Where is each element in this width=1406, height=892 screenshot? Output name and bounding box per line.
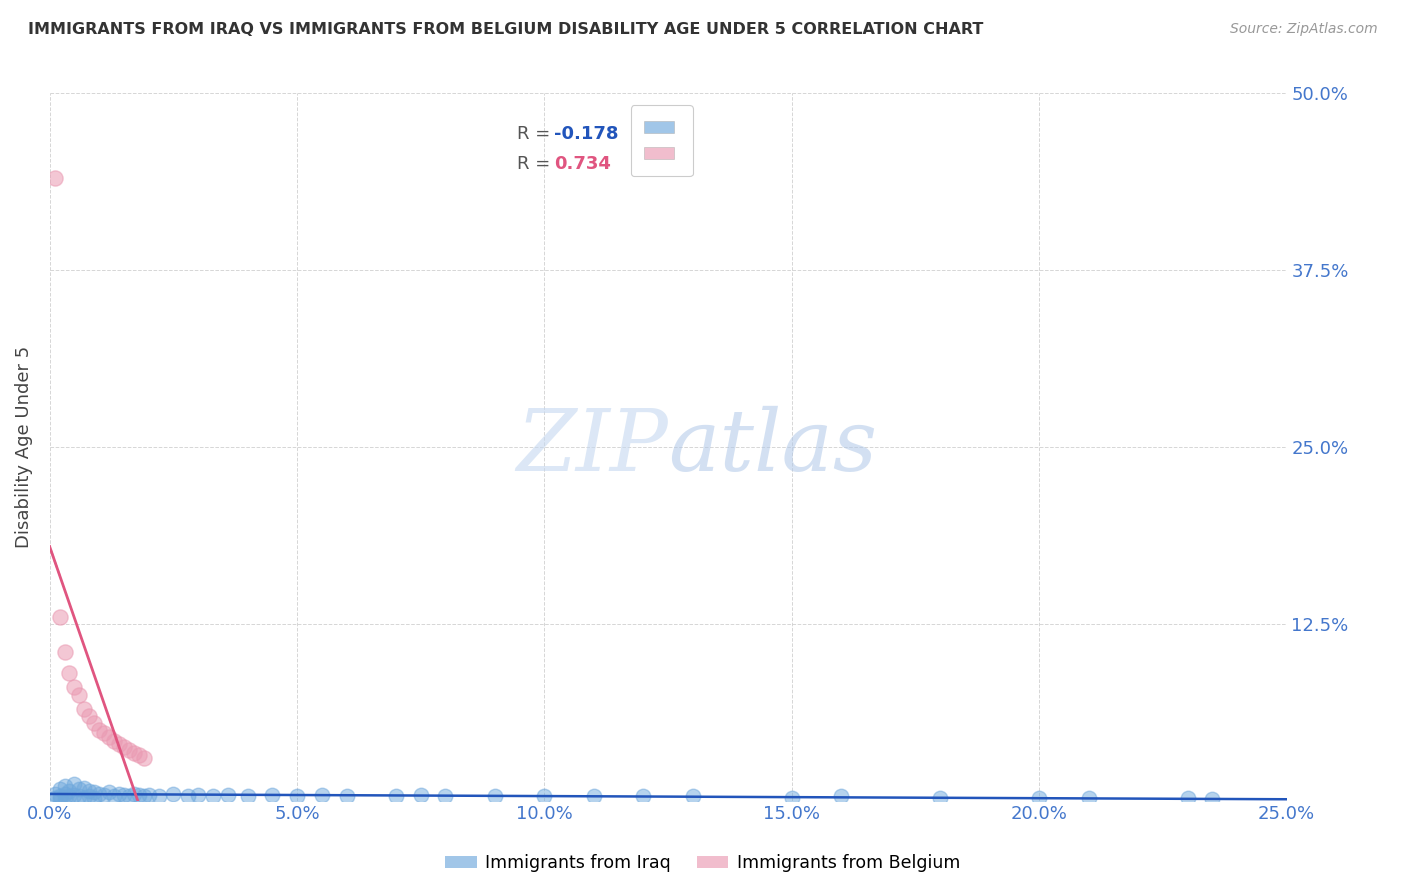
Point	[201, 789, 224, 804]
Point	[138, 788, 160, 802]
Point	[44, 790, 66, 805]
Text: Source: ZipAtlas.com: Source: ZipAtlas.com	[1230, 22, 1378, 37]
Point	[929, 790, 952, 805]
Point	[67, 789, 90, 804]
Point	[533, 789, 555, 804]
Point	[98, 730, 121, 744]
Text: N =: N =	[634, 126, 673, 144]
Point	[48, 789, 70, 804]
Text: 0.734: 0.734	[554, 155, 612, 173]
Point	[132, 789, 155, 804]
Point	[262, 788, 284, 802]
Legend: Immigrants from Iraq, Immigrants from Belgium: Immigrants from Iraq, Immigrants from Be…	[439, 847, 967, 879]
Legend: , : ,	[631, 105, 693, 177]
Text: N =: N =	[634, 155, 673, 173]
Point	[89, 723, 111, 737]
Point	[122, 787, 145, 801]
Point	[122, 746, 145, 760]
Point	[93, 725, 115, 739]
Point	[128, 788, 150, 802]
Text: atlas: atlas	[668, 406, 877, 488]
Point	[93, 788, 115, 802]
Point	[44, 787, 66, 801]
Point	[77, 783, 100, 797]
Point	[48, 609, 70, 624]
Point	[582, 789, 605, 804]
Point	[1028, 790, 1050, 805]
Point	[48, 782, 70, 797]
Point	[780, 790, 803, 805]
Point	[108, 737, 131, 751]
Point	[112, 739, 135, 754]
Point	[103, 734, 125, 748]
Point	[63, 788, 86, 802]
Point	[1177, 790, 1199, 805]
Point	[236, 789, 259, 804]
Point	[89, 787, 111, 801]
Point	[58, 783, 80, 797]
Point	[1201, 792, 1223, 806]
Point	[77, 708, 100, 723]
Point	[682, 789, 704, 804]
Point	[409, 788, 432, 802]
Text: 19: 19	[668, 155, 693, 173]
Point	[484, 789, 506, 804]
Text: IMMIGRANTS FROM IRAQ VS IMMIGRANTS FROM BELGIUM DISABILITY AGE UNDER 5 CORRELATI: IMMIGRANTS FROM IRAQ VS IMMIGRANTS FROM …	[28, 22, 983, 37]
Point	[73, 780, 96, 795]
Point	[830, 789, 852, 804]
Point	[53, 645, 76, 659]
Point	[58, 666, 80, 681]
Text: R =: R =	[517, 155, 557, 173]
Point	[48, 792, 70, 806]
Point	[335, 789, 357, 804]
Point	[98, 785, 121, 799]
Point	[83, 715, 105, 730]
Point	[53, 790, 76, 805]
Text: -0.178: -0.178	[554, 126, 619, 144]
Point	[77, 789, 100, 804]
Point	[63, 777, 86, 791]
Point	[44, 171, 66, 186]
Point	[118, 789, 141, 804]
Point	[58, 789, 80, 804]
Point	[132, 751, 155, 765]
Point	[53, 787, 76, 801]
Point	[108, 787, 131, 801]
Point	[1077, 790, 1099, 805]
Y-axis label: Disability Age Under 5: Disability Age Under 5	[15, 346, 32, 548]
Point	[217, 788, 239, 802]
Point	[128, 748, 150, 763]
Text: ZIP: ZIP	[516, 406, 668, 488]
Point	[187, 788, 209, 802]
Point	[73, 790, 96, 805]
Point	[67, 688, 90, 702]
Point	[83, 790, 105, 805]
Point	[177, 789, 200, 804]
Point	[103, 789, 125, 804]
Point	[83, 785, 105, 799]
Text: R =: R =	[517, 126, 557, 144]
Point	[633, 789, 655, 804]
Point	[67, 782, 90, 797]
Text: 57: 57	[668, 126, 693, 144]
Point	[162, 787, 184, 801]
Point	[73, 701, 96, 715]
Point	[112, 788, 135, 802]
Point	[118, 742, 141, 756]
Point	[53, 780, 76, 794]
Point	[148, 789, 170, 804]
Point	[385, 789, 408, 804]
Point	[311, 788, 333, 802]
Point	[63, 681, 86, 695]
Point	[434, 789, 457, 804]
Point	[285, 789, 308, 804]
